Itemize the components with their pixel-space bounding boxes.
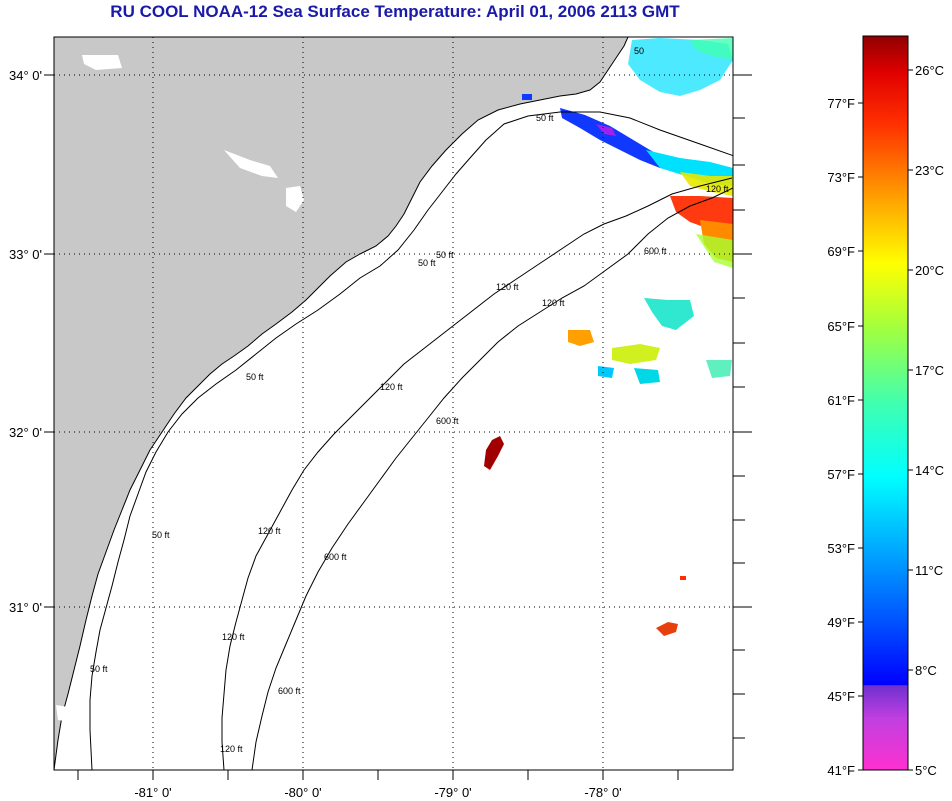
depth-contours xyxy=(89,111,733,770)
inland-lake xyxy=(56,705,74,722)
contour-label: 50 xyxy=(634,46,644,56)
contour-50ft xyxy=(89,111,733,770)
contour-label: 600 ft xyxy=(278,686,301,696)
lat-label: 33° 0' xyxy=(9,247,42,262)
contour-label: 50 ft xyxy=(246,372,264,382)
contour-label: 120 ft xyxy=(380,382,403,392)
map-ticks xyxy=(44,74,752,780)
contour-120ft xyxy=(221,177,733,770)
colorbar-f-label: 77°F xyxy=(827,96,855,111)
colorbar-c-label: 5°C xyxy=(915,763,937,778)
contour-label: 50 ft xyxy=(152,530,170,540)
contour-label: 50 ft xyxy=(90,664,108,674)
contour-label: 50 ft xyxy=(436,250,454,260)
colorbar-c-label: 20°C xyxy=(915,263,944,278)
graticule xyxy=(54,37,733,770)
colorbar-f-label: 73°F xyxy=(827,170,855,185)
colorbar-f-label: 69°F xyxy=(827,244,855,259)
colorbar-f-label: 49°F xyxy=(827,615,855,630)
map-frame xyxy=(53,36,734,771)
contour-label: 120 ft xyxy=(222,632,245,642)
contour-label: 120 ft xyxy=(542,298,565,308)
colorbar-ticks xyxy=(858,69,913,771)
contour-label: 50 ft xyxy=(418,258,436,268)
lon-label: -81° 0' xyxy=(134,785,171,800)
contour-label: 600 ft xyxy=(324,552,347,562)
lon-label: -80° 0' xyxy=(284,785,321,800)
lon-label: -79° 0' xyxy=(434,785,471,800)
lat-label: 34° 0' xyxy=(9,68,42,83)
colorbar-c-label: 23°C xyxy=(915,163,944,178)
inland-lake xyxy=(286,186,304,212)
colorbar-c-label: 11°C xyxy=(915,563,943,578)
land-mass xyxy=(54,37,629,770)
inland-lake xyxy=(224,150,278,178)
inland-lake xyxy=(82,55,122,70)
colorbar-f-label: 45°F xyxy=(827,689,855,704)
map-title: RU COOL NOAA-12 Sea Surface Temperature:… xyxy=(110,2,680,21)
contour-label: 120 ft xyxy=(496,282,519,292)
contour-label: 120 ft xyxy=(220,744,243,754)
sst-data-patches xyxy=(484,38,733,636)
contour-label: 600 ft xyxy=(644,246,667,256)
colorbar xyxy=(862,35,909,771)
contour-label: 50 ft xyxy=(536,113,554,123)
colorbar-f-label: 57°F xyxy=(827,467,855,482)
colorbar-c-label: 26°C xyxy=(915,63,944,78)
colorbar-f-label: 53°F xyxy=(827,541,855,556)
contour-label: 600 ft xyxy=(436,416,459,426)
colorbar-c-label: 14°C xyxy=(915,463,944,478)
colorbar-c-label: 17°C xyxy=(915,363,944,378)
lon-label: -78° 0' xyxy=(584,785,621,800)
colorbar-f-label: 61°F xyxy=(827,393,855,408)
colorbar-f-label: 41°F xyxy=(827,763,855,778)
colorbar-c-label: 8°C xyxy=(915,663,937,678)
lat-label: 32° 0' xyxy=(9,425,42,440)
contour-label: 120 ft xyxy=(706,184,729,194)
lat-label: 31° 0' xyxy=(9,600,42,615)
contour-label: 120 ft xyxy=(258,526,281,536)
contour-600ft xyxy=(251,187,733,770)
colorbar-f-label: 65°F xyxy=(827,319,855,334)
